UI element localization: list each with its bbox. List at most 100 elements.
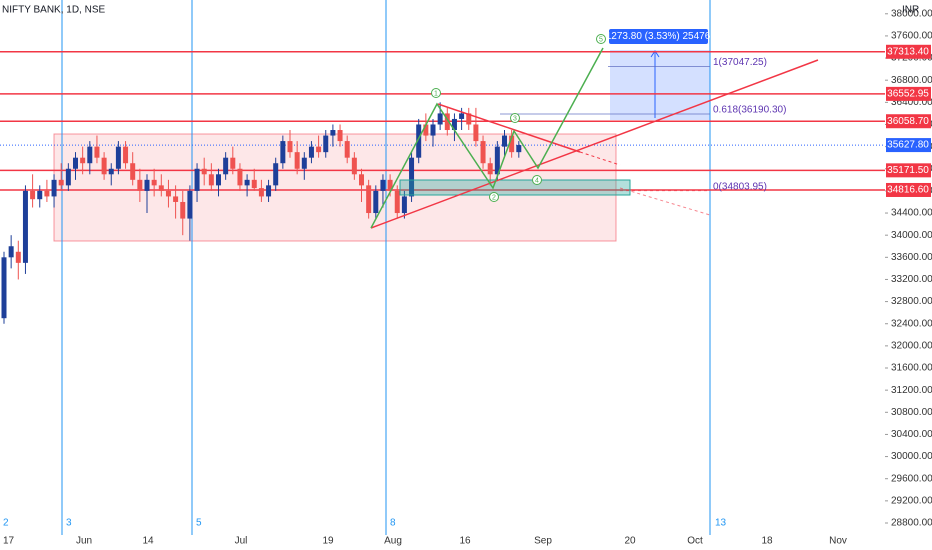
y-tick-label: 34000.00 xyxy=(891,230,932,241)
candle-body xyxy=(216,174,221,186)
y-tick-label: 30800.00 xyxy=(891,407,932,418)
candle-body xyxy=(37,190,43,200)
wave-label: 5 xyxy=(599,36,603,43)
fib-label: 0.618(36190.30) xyxy=(713,105,786,116)
wave-label: 2 xyxy=(492,194,496,201)
candle-body xyxy=(344,141,350,158)
candle-body xyxy=(459,113,465,119)
candle-body xyxy=(330,130,336,136)
wave-circle xyxy=(431,88,441,98)
y-tick-label: 33600.00 xyxy=(891,252,932,263)
x-tick-label: 19 xyxy=(322,536,334,547)
wave-circle xyxy=(596,34,606,44)
price-label: 35627.80 xyxy=(887,140,929,151)
candle-body xyxy=(94,146,100,158)
candle-body xyxy=(308,146,314,158)
y-tick-label: 29200.00 xyxy=(891,495,932,506)
candle-body xyxy=(373,190,379,214)
candle-body xyxy=(516,145,522,153)
price-label: 34816.60 xyxy=(887,185,929,196)
fib-label: 0(34803.95) xyxy=(713,181,767,192)
measure-label-bg xyxy=(609,29,708,44)
candle-body xyxy=(487,163,493,175)
y-tick-label: 34400.00 xyxy=(891,208,932,219)
x-tick-label: Jul xyxy=(235,536,248,547)
candle-body xyxy=(44,190,50,197)
candle-body xyxy=(80,157,86,164)
cycle-label: 2 xyxy=(3,518,9,529)
zone-box xyxy=(399,179,631,196)
candle-body xyxy=(437,113,443,125)
measure-label: 1273.80 (3.53%) 25476 xyxy=(606,31,711,42)
drawings xyxy=(53,0,711,535)
wave-circle xyxy=(489,192,499,202)
candle-body xyxy=(115,146,121,169)
candle-body xyxy=(494,146,500,175)
candle-body xyxy=(316,146,322,153)
candle-body xyxy=(409,157,415,197)
candle-body xyxy=(158,185,164,191)
candle-body xyxy=(201,168,207,175)
measure-arrow-head xyxy=(650,50,660,58)
candle-body xyxy=(1,257,7,319)
y-tick-label: 36800.00 xyxy=(891,75,932,86)
wave-path xyxy=(370,47,604,229)
candle-body xyxy=(237,168,243,186)
candle-body xyxy=(165,190,171,197)
price-label-bg xyxy=(886,182,931,197)
candle-body xyxy=(266,185,272,197)
trend-line xyxy=(370,59,819,229)
wave-label: 3 xyxy=(513,115,517,122)
wave-circle xyxy=(532,175,542,185)
x-tick-label: 17 xyxy=(3,536,15,547)
candle-body xyxy=(65,168,71,186)
y-tick-label: 32400.00 xyxy=(891,318,932,329)
y-tick-label: 30400.00 xyxy=(891,429,932,440)
candle-body xyxy=(208,174,214,186)
labels: 2 3 5 8 1337313.4036552.9536058.7035627.8035… xyxy=(3,31,931,529)
candle-body xyxy=(280,141,286,164)
candle-body xyxy=(294,152,300,169)
candle-body xyxy=(273,163,279,186)
price-label: 35171.50 xyxy=(887,165,929,176)
trend-line-ext xyxy=(619,187,711,216)
candle-body xyxy=(180,201,186,219)
candle-body xyxy=(337,130,343,142)
candle-body xyxy=(73,157,78,169)
candle-body xyxy=(137,179,143,191)
x-tick-label: 14 xyxy=(142,536,154,547)
candle-body xyxy=(466,113,472,125)
y-tick-label: 36400.00 xyxy=(891,97,932,108)
candle-body xyxy=(22,190,28,263)
x-tick-label: 16 xyxy=(459,536,471,547)
y-tick-label: 32000.00 xyxy=(891,341,932,352)
cycle-label: 3 xyxy=(66,518,72,529)
candle-body xyxy=(151,179,157,186)
y-tick-label: 31600.00 xyxy=(891,363,932,374)
price-label-bg xyxy=(886,86,931,101)
candle-body xyxy=(258,188,264,197)
candle-body xyxy=(187,190,193,219)
y-tick-label: 29600.00 xyxy=(891,473,932,484)
x-tick-label: 20 xyxy=(624,536,636,547)
overlays xyxy=(370,47,819,229)
candle-body xyxy=(394,190,400,214)
candle-body xyxy=(58,179,64,186)
y-tick-label: 30000.00 xyxy=(891,451,932,462)
candle-body xyxy=(251,179,257,189)
wave-circle xyxy=(510,113,520,123)
candle-body xyxy=(444,113,450,131)
y-tick-label: 32800.00 xyxy=(891,296,932,307)
candle-body xyxy=(509,135,515,153)
x-tick-label: Nov xyxy=(829,536,847,547)
candle-body xyxy=(30,190,36,200)
candle-body xyxy=(223,157,229,175)
candle-body xyxy=(359,174,364,186)
candles xyxy=(1,102,522,324)
candle-body xyxy=(366,185,372,214)
wave-label: 4 xyxy=(535,177,539,184)
price-label-bg xyxy=(886,163,931,178)
candle-body xyxy=(123,146,129,164)
